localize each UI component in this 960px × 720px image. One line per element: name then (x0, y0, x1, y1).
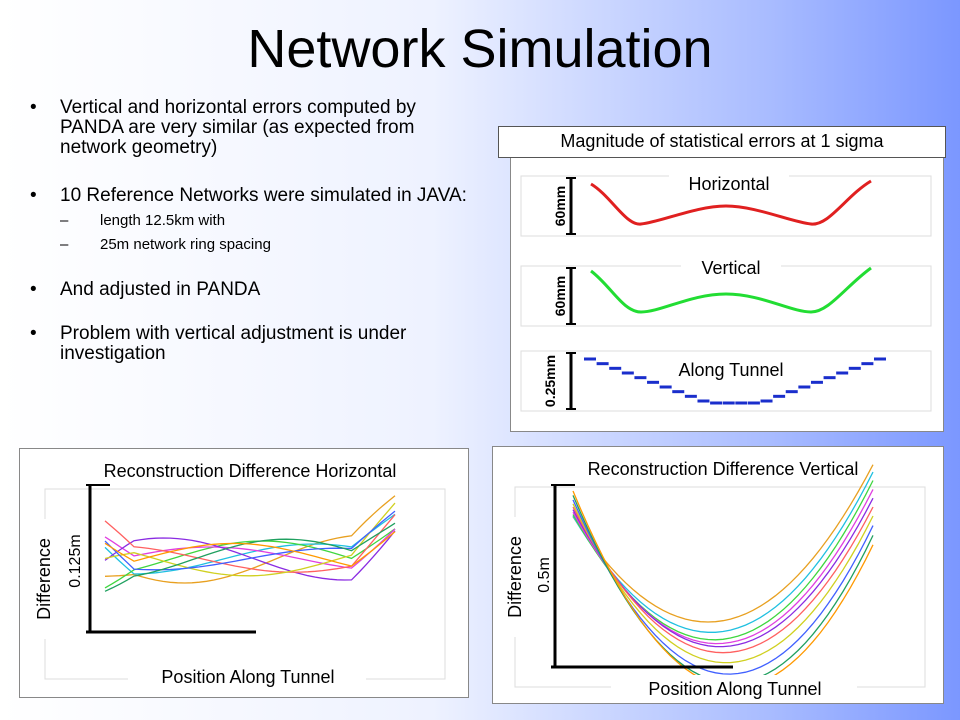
difference-curve (572, 490, 874, 688)
reconstruction-horizontal-plot: Reconstruction Difference Horizontal Dif… (30, 461, 446, 689)
along-tunnel-error-steps (584, 357, 886, 405)
horizontal-plot-label: Horizontal (688, 174, 769, 194)
bullet-list: Vertical and horizontal errors computed … (30, 98, 480, 364)
difference-curve (104, 522, 396, 592)
horizontal-scale-label: 0.125m (67, 534, 84, 587)
difference-curve (104, 514, 396, 573)
vertical-y-axis-label: Difference (505, 536, 525, 618)
along-tunnel-plot: 0.25mm Along Tunnel (520, 350, 932, 412)
difference-curve (572, 480, 874, 641)
reconstruction-horizontal-panel: Reconstruction Difference Horizontal Dif… (19, 448, 469, 698)
bullet-item: Problem with vertical adjustment is unde… (30, 324, 480, 364)
along-tunnel-plot-label: Along Tunnel (678, 360, 783, 380)
bullet-item: And adjusted in PANDA (30, 280, 480, 301)
sub-bullet-item: length 12.5km with (30, 212, 480, 230)
horizontal-scale-label: 60mm (552, 186, 568, 226)
statistical-errors-panel: 60mm Horizontal 60mm Vertical 0.25mm Alo… (510, 155, 944, 432)
difference-curve (104, 530, 396, 581)
statistical-errors-plots: 60mm Horizontal 60mm Vertical 0.25mm Alo… (520, 170, 932, 412)
horizontal-difference-curves (104, 495, 396, 592)
horizontal-x-axis-label: Position Along Tunnel (161, 667, 334, 687)
difference-curve (104, 495, 396, 584)
vertical-difference-curves (572, 464, 874, 688)
sub-bullet-item: 25m network ring spacing (30, 236, 480, 254)
vertical-plot-label: Vertical (701, 258, 760, 278)
difference-curve (572, 495, 874, 684)
bullet-item: Vertical and horizontal errors computed … (30, 98, 480, 158)
vertical-scale-label: 0.5m (536, 557, 553, 593)
difference-curve (104, 502, 396, 577)
statistical-errors-caption: Magnitude of statistical errors at 1 sig… (498, 126, 946, 158)
difference-curve (572, 503, 874, 664)
difference-curve (572, 497, 874, 648)
difference-curve (572, 471, 874, 633)
difference-curve (572, 464, 874, 623)
reconstruction-vertical-title: Reconstruction Difference Vertical (588, 459, 859, 479)
slide-title: Network Simulation (247, 19, 713, 79)
vertical-plot: 60mm Vertical (520, 254, 932, 327)
vertical-scale-label: 60mm (552, 276, 568, 316)
vertical-error-curve (590, 266, 872, 314)
horizontal-error-curve (590, 179, 872, 226)
horizontal-plot: 60mm Horizontal (520, 170, 932, 237)
reconstruction-vertical-panel: Reconstruction Difference Vertical Diffe… (492, 446, 944, 704)
along-tunnel-scale-label: 0.25mm (542, 355, 558, 407)
horizontal-y-axis-label: Difference (34, 538, 54, 620)
reconstruction-vertical-plot: Reconstruction Difference Vertical Diffe… (499, 459, 926, 701)
difference-curve (104, 510, 396, 571)
reconstruction-horizontal-title: Reconstruction Difference Horizontal (104, 461, 397, 481)
bullet-item: 10 Reference Networks were simulated in … (30, 186, 480, 207)
difference-curve (104, 513, 396, 575)
difference-curve (572, 506, 874, 654)
vertical-x-axis-label: Position Along Tunnel (648, 679, 821, 699)
difference-curve (104, 531, 396, 567)
